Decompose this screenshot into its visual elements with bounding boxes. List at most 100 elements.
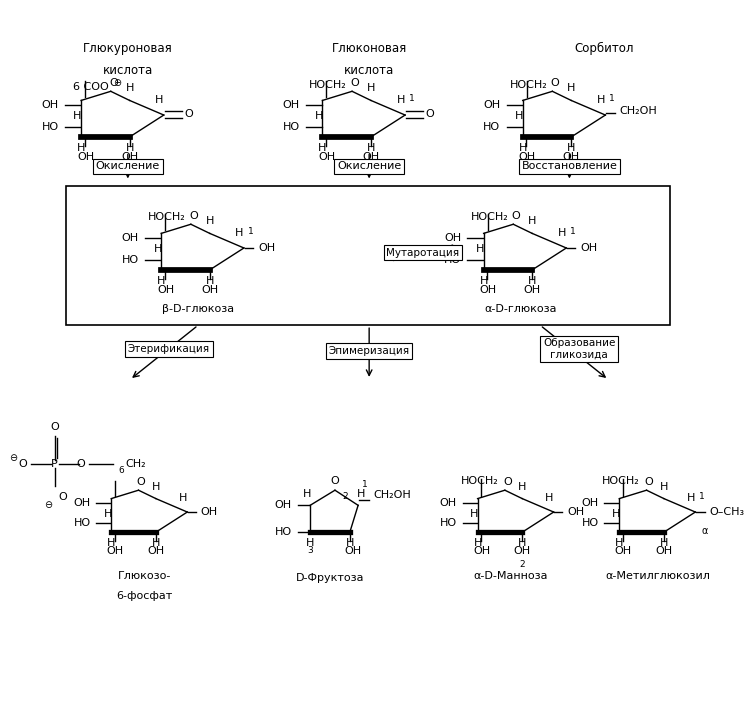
Text: OH: OH	[655, 546, 672, 556]
Text: HOCH₂: HOCH₂	[148, 212, 186, 222]
Text: H: H	[615, 538, 623, 548]
Text: OH: OH	[483, 100, 500, 110]
Text: OH: OH	[107, 546, 124, 556]
Text: OH: OH	[567, 507, 584, 517]
Text: O: O	[76, 459, 85, 469]
Text: OH: OH	[519, 152, 535, 161]
Text: HO: HO	[283, 122, 300, 132]
Text: α-Метилглюкозил: α-Метилглюкозил	[605, 571, 710, 581]
Text: HOCH₂: HOCH₂	[510, 80, 547, 90]
Text: OH: OH	[362, 152, 380, 161]
Text: кислота: кислота	[102, 64, 153, 77]
Text: H: H	[474, 538, 482, 548]
Text: Эпимеризация: Эпимеризация	[328, 346, 410, 356]
Text: Окисление: Окисление	[96, 161, 160, 171]
Text: OH: OH	[275, 501, 292, 510]
Text: OH: OH	[77, 152, 94, 161]
Text: O: O	[645, 477, 654, 487]
Text: H: H	[126, 143, 134, 154]
Text: H: H	[151, 538, 160, 548]
Text: OH: OH	[480, 285, 497, 295]
Text: CH₂: CH₂	[125, 459, 145, 469]
Text: OH: OH	[581, 243, 598, 253]
Text: H: H	[611, 509, 620, 519]
Text: ⊖: ⊖	[113, 78, 121, 88]
Text: HO: HO	[483, 122, 500, 132]
Text: Сорбитол: Сорбитол	[574, 42, 633, 56]
Text: P: P	[51, 459, 58, 469]
Text: H: H	[126, 83, 134, 93]
Text: HO: HO	[73, 518, 90, 528]
Text: Восстановление: Восстановление	[522, 161, 617, 171]
Text: 1: 1	[570, 227, 575, 236]
Text: D-Фруктоза: D-Фруктоза	[296, 573, 364, 583]
Text: H: H	[567, 83, 575, 93]
Text: O: O	[189, 211, 198, 221]
Text: OH: OH	[440, 498, 457, 508]
Text: H: H	[77, 143, 85, 154]
Text: OH: OH	[514, 546, 531, 556]
Text: O: O	[425, 109, 434, 119]
Text: H: H	[179, 493, 187, 503]
Text: H: H	[660, 538, 668, 548]
Text: OH: OH	[523, 285, 541, 295]
Text: H: H	[73, 111, 81, 121]
Text: H: H	[306, 538, 314, 548]
Text: H: H	[319, 143, 327, 154]
Text: H: H	[155, 95, 163, 105]
Text: O–CH₃: O–CH₃	[709, 507, 744, 517]
Text: H: H	[104, 509, 112, 519]
Text: OH: OH	[73, 498, 90, 508]
Text: O: O	[50, 422, 59, 432]
Text: HOCH₂: HOCH₂	[461, 476, 498, 486]
Text: O: O	[136, 477, 145, 487]
Text: H: H	[545, 493, 553, 503]
Text: OH: OH	[581, 498, 599, 508]
Text: O: O	[109, 78, 117, 87]
Text: OH: OH	[614, 546, 632, 556]
Text: OH: OH	[121, 152, 139, 161]
Text: O: O	[331, 476, 340, 486]
Text: ⊖: ⊖	[44, 500, 53, 510]
Text: 2: 2	[520, 560, 525, 569]
Text: OH: OH	[473, 546, 490, 556]
Text: H: H	[470, 509, 478, 519]
Text: OH: OH	[148, 546, 164, 556]
Text: H: H	[596, 95, 605, 105]
Text: OH: OH	[201, 285, 218, 295]
Text: OH: OH	[258, 243, 276, 253]
Text: HO: HO	[440, 518, 457, 528]
Text: 6-фосфат: 6-фосфат	[116, 591, 172, 601]
Text: H: H	[528, 216, 536, 226]
Text: 1: 1	[248, 227, 253, 236]
Text: CH₂OH: CH₂OH	[620, 106, 657, 116]
Text: H: H	[687, 493, 695, 503]
Text: 6: 6	[118, 466, 123, 474]
Text: 1: 1	[609, 94, 614, 103]
Text: HO: HO	[41, 122, 59, 132]
Text: α-D-Манноза: α-D-Манноза	[474, 571, 548, 581]
Text: OH: OH	[345, 546, 361, 556]
Text: H: H	[567, 143, 575, 154]
FancyBboxPatch shape	[66, 186, 670, 325]
Text: H: H	[235, 228, 243, 238]
Text: Мутаротация: Мутаротация	[386, 247, 459, 258]
Text: H: H	[396, 95, 405, 105]
Text: H: H	[315, 111, 323, 121]
Text: OH: OH	[41, 100, 59, 110]
Text: 2: 2	[343, 492, 348, 501]
Text: H: H	[518, 538, 526, 548]
Text: CH₂OH: CH₂OH	[373, 490, 410, 501]
Text: OH: OH	[319, 152, 336, 161]
Text: OH: OH	[122, 233, 139, 243]
Text: OH: OH	[562, 152, 580, 161]
Text: O: O	[503, 477, 512, 487]
Text: HO: HO	[122, 255, 139, 265]
Text: 3: 3	[307, 546, 313, 555]
Text: HOCH₂: HOCH₂	[602, 476, 640, 486]
Text: OH: OH	[444, 233, 461, 243]
Text: H: H	[303, 489, 311, 498]
Text: O: O	[18, 459, 27, 469]
Text: H: H	[476, 245, 484, 255]
Text: O: O	[511, 211, 520, 221]
